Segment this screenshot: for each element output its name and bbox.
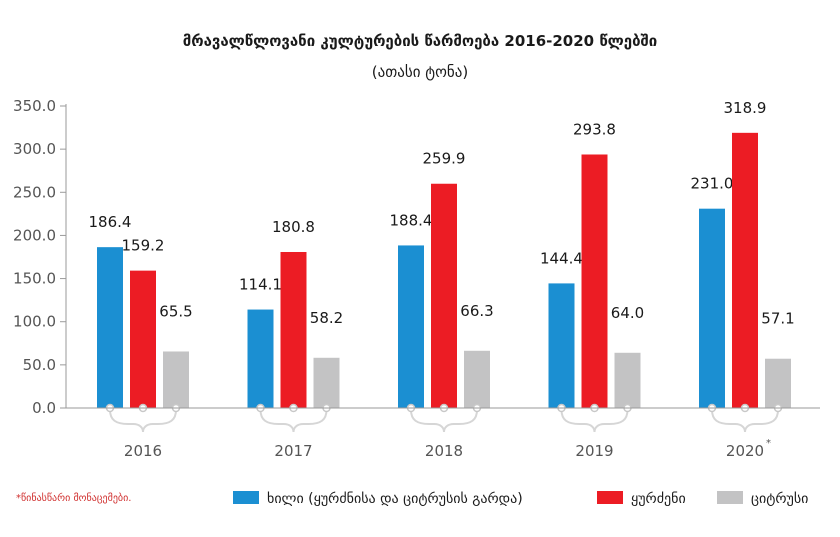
- bar: [97, 247, 123, 408]
- data-label: 186.4: [89, 213, 132, 231]
- bar: [614, 352, 641, 408]
- bar: [280, 251, 307, 408]
- group-bracket: [259, 409, 328, 433]
- legend-swatch: [597, 491, 623, 504]
- footnote: *წინასწარი მონაცემები.: [16, 492, 131, 504]
- data-label: 318.9: [724, 99, 767, 117]
- bar: [313, 357, 340, 408]
- y-tick-label: 300.0: [13, 140, 56, 158]
- bar: [398, 245, 424, 408]
- data-label: 65.5: [159, 302, 192, 320]
- chart-title: მრავალწლოვანი კულტურების წარმოება 2016-2…: [183, 32, 658, 50]
- x-tick-marker: *: [766, 438, 771, 449]
- bar: [163, 351, 189, 408]
- bar: [548, 283, 575, 408]
- legend-swatch: [717, 491, 743, 504]
- y-tick-label: 50.0: [23, 356, 56, 374]
- data-label: 57.1: [761, 310, 794, 328]
- bar: [699, 208, 725, 408]
- data-label: 64.0: [611, 304, 644, 322]
- chart-subtitle: (ათასი ტონა): [372, 63, 468, 81]
- y-tick-label: 350.0: [13, 97, 56, 115]
- data-label: 259.9: [423, 150, 466, 168]
- legend-label: ციტრუსი: [751, 490, 808, 507]
- bar: [431, 183, 457, 408]
- bar: [581, 154, 608, 408]
- x-tick-label: 2016: [124, 442, 162, 460]
- y-tick-label: 100.0: [13, 313, 56, 331]
- x-tick-label: 2018: [425, 442, 463, 460]
- x-axis: 2016 2017 2018 2019 2020 *: [66, 403, 820, 460]
- bar: [247, 309, 274, 408]
- bar: [732, 132, 758, 409]
- group-bracket: [560, 409, 629, 433]
- data-label: 293.8: [573, 120, 616, 138]
- y-axis: 0.0 50.0 100.0 150.0 200.0 250.0 300.0 350.0: [13, 97, 67, 417]
- y-tick-label: 0.0: [32, 399, 56, 417]
- y-tick-label: 200.0: [13, 226, 56, 244]
- bar: [765, 358, 791, 408]
- y-tick-label: 150.0: [13, 270, 56, 288]
- group-bracket: [711, 409, 779, 433]
- x-tick-label: 2017: [274, 442, 312, 460]
- group-bracket: [109, 409, 177, 433]
- bar: [130, 270, 156, 408]
- legend-label: ყურძენი: [631, 490, 686, 507]
- legend-label: ხილი (ყურძნისა და ციტრუსის გარდა): [267, 490, 523, 507]
- legend-swatch: [233, 491, 259, 504]
- bar: [464, 350, 490, 408]
- bars: 186.4 159.2 65.5 114.1 180.8 58.2 188.4 259.9 66…: [89, 99, 795, 409]
- data-label: 231.0: [691, 175, 734, 193]
- data-label: 58.2: [310, 309, 343, 327]
- legend: ხილი (ყურძნისა და ციტრუსის გარდა) ყურძენი…: [233, 490, 808, 507]
- data-label: 66.3: [460, 302, 493, 320]
- data-label: 180.8: [272, 218, 315, 236]
- y-tick-label: 250.0: [13, 183, 56, 201]
- data-label: 188.4: [390, 211, 433, 229]
- data-label: 114.1: [239, 276, 282, 294]
- data-label: 159.2: [122, 237, 165, 255]
- group-bracket: [410, 409, 478, 433]
- x-tick-label: 2020: [726, 442, 764, 460]
- data-label: 144.4: [540, 249, 583, 267]
- x-tick-label: 2019: [575, 442, 613, 460]
